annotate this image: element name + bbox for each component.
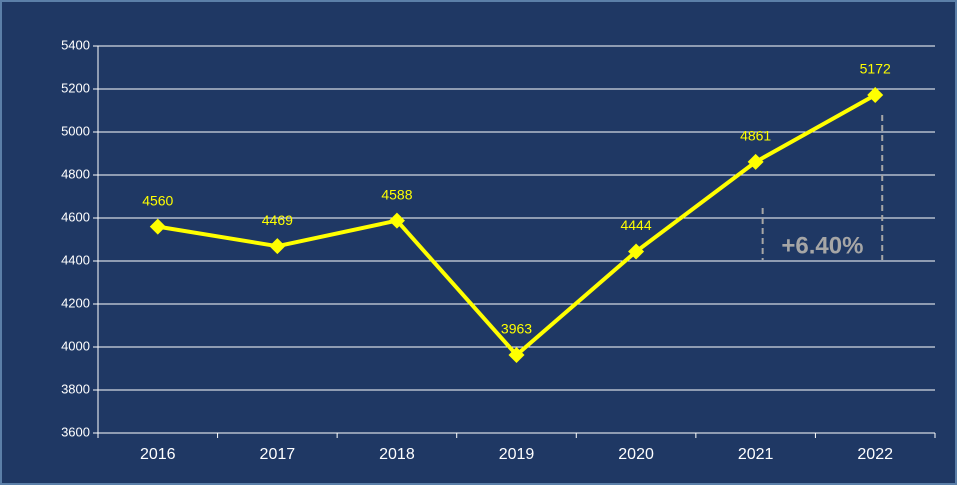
data-point: [388, 212, 405, 229]
y-tick-label: 3600: [61, 424, 90, 439]
y-tick-label: 4800: [61, 166, 90, 181]
y-tick-label: 4200: [61, 295, 90, 310]
y-tick-label: 3800: [61, 381, 90, 396]
y-tick-label: 4400: [61, 252, 90, 267]
data-label: 5172: [860, 61, 891, 77]
data-point: [867, 87, 884, 104]
y-tick-label: 5200: [61, 80, 90, 95]
data-label: 4469: [262, 212, 293, 228]
annotation: +6.40%: [781, 232, 863, 259]
y-tick-label: 4600: [61, 209, 90, 224]
x-tick-label: 2018: [379, 446, 415, 463]
y-tick-label: 5000: [61, 123, 90, 138]
data-label: 3963: [501, 321, 532, 337]
x-tick-label: 2021: [738, 446, 774, 463]
data-label: 4444: [620, 217, 651, 233]
x-tick-label: 2017: [260, 446, 296, 463]
data-label: 4588: [381, 186, 412, 202]
data-point: [508, 346, 525, 363]
x-tick-label: 2019: [499, 446, 535, 463]
x-tick-label: 2022: [857, 446, 893, 463]
data-point: [269, 238, 286, 255]
x-tick-label: 2016: [140, 446, 176, 463]
y-tick-label: 5400: [61, 37, 90, 52]
data-point: [747, 153, 764, 170]
y-tick-label: 4000: [61, 338, 90, 353]
x-tick-label: 2020: [618, 446, 654, 463]
data-point: [628, 243, 645, 260]
data-label: 4861: [740, 128, 771, 144]
data-label: 4560: [142, 192, 173, 208]
data-point: [149, 218, 166, 235]
